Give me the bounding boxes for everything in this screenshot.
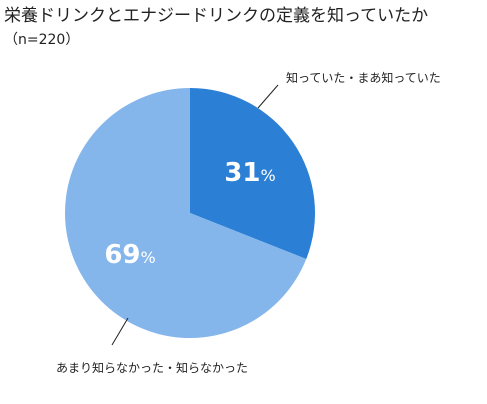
slice-value-label-1: 31% <box>224 158 275 188</box>
callout-line-1 <box>257 84 279 109</box>
pie-slices <box>65 88 315 338</box>
pie-labels: 31% 69% <box>104 158 275 270</box>
pie-slice-1 <box>190 88 315 260</box>
chart-title: 栄養ドリンクとエナジードリンクの定義を知っていたか <box>4 6 428 26</box>
slice-category-label-2: あまり知らなかった・知らなかった <box>56 361 248 375</box>
chart-subtitle: （n=220） <box>4 32 79 48</box>
pie-slice-2 <box>65 88 307 338</box>
slice-value-label-2: 69% <box>104 240 155 270</box>
slice-category-label-1: 知っていた・まあ知っていた <box>286 71 441 85</box>
callout-line-2 <box>111 317 129 346</box>
